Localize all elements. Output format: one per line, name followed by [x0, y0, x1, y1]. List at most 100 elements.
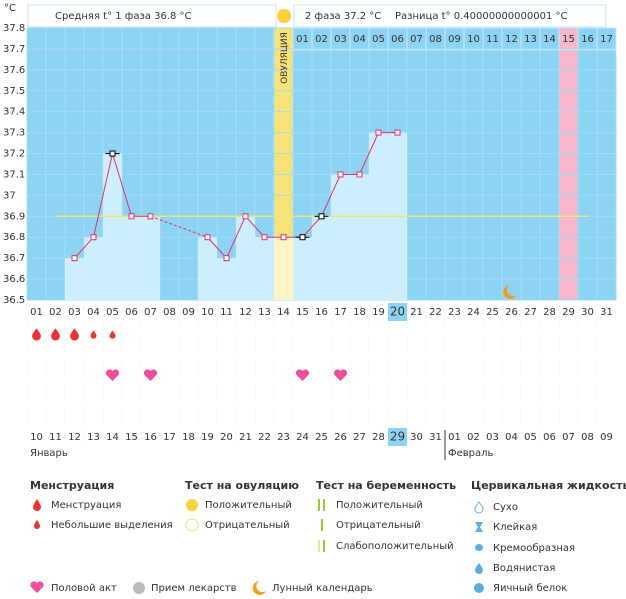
legend-item: Отрицательный: [336, 520, 421, 531]
phase2-day: 09: [448, 34, 461, 45]
x-tick-label: 07: [144, 307, 157, 318]
plot: 36.5 36.6 36.7 36.8 36.9 37 37.1 37.2 37.3 37.4 37…: [3, 23, 617, 460]
spotting-icon: [109, 330, 116, 339]
phase2-day: 03: [334, 34, 347, 45]
temperature-bar: [84, 237, 103, 300]
legend-item: Небольшие выделения: [51, 520, 173, 531]
highlight-column: [559, 28, 578, 300]
date-label: 12: [68, 432, 81, 443]
pt-icon: [321, 519, 323, 531]
x-tick-label: 01: [30, 307, 43, 318]
moon-icon: [503, 285, 517, 299]
menstruation-icon: [70, 328, 79, 341]
legend-item: Отрицательный: [205, 520, 290, 531]
temperature-point: [90, 234, 97, 241]
legend-title: Цервикальная жидкость: [471, 479, 626, 492]
spotting-icon: [90, 330, 97, 339]
legend-item: Сухо: [493, 502, 518, 513]
temperature-point: [147, 213, 154, 220]
date-label: 22: [258, 432, 271, 443]
date-label: 30: [410, 432, 423, 443]
x-tick-label: 03: [68, 307, 81, 318]
pt-icon: [318, 499, 320, 511]
pt-icon: [323, 499, 325, 511]
date-label: 31: [429, 432, 442, 443]
y-tick-label: 37: [3, 190, 16, 201]
legend-item: Клейкая: [493, 522, 537, 533]
legend-title: Тест на беременность: [316, 479, 456, 492]
y-tick-label: 37.1: [3, 169, 25, 180]
date-label: 09: [600, 432, 613, 443]
x-tick-label: 02: [49, 307, 62, 318]
temperature-point: [318, 213, 325, 220]
temperature-point: [242, 213, 249, 220]
temperature-point: [109, 150, 116, 157]
pill-icon: [133, 582, 145, 594]
x-tick-label: 16: [315, 307, 328, 318]
date-label: 13: [87, 432, 100, 443]
y-tick-label: 37.8: [3, 23, 25, 34]
y-tick-label: 36.5: [3, 295, 25, 306]
date-label: 06: [543, 432, 556, 443]
temperature-point: [280, 234, 287, 241]
date-label: 03: [486, 432, 499, 443]
today-box: [388, 303, 407, 321]
y-tick-label: 37.6: [3, 65, 25, 76]
x-tick-label: 20: [390, 305, 405, 319]
temperature-bar: [350, 174, 369, 300]
date-label: 14: [106, 432, 119, 443]
x-tick-label: 30: [581, 307, 594, 318]
temperature-bar: [198, 237, 217, 300]
menstruation-icon: [32, 328, 41, 341]
date-label: 05: [524, 432, 537, 443]
phase2-day: 13: [524, 34, 537, 45]
x-tick-label: 27: [524, 307, 537, 318]
month-label: Январь: [30, 448, 68, 459]
temperature-point: [71, 255, 78, 262]
date-label: 25: [315, 432, 328, 443]
date-label: 04: [505, 432, 518, 443]
date-label: 26: [334, 432, 347, 443]
temperature-point: [299, 234, 306, 241]
legend-item: Положительный: [336, 500, 423, 511]
phase2-day: 10: [467, 34, 480, 45]
x-tick-label: 05: [106, 307, 119, 318]
legend-title: Менструация: [30, 479, 114, 492]
moon-icon: [252, 581, 266, 595]
legend-item: Положительный: [205, 500, 292, 511]
temperature-bar: [331, 174, 350, 300]
intercourse-icon: [143, 369, 158, 381]
x-tick-label: 22: [429, 307, 442, 318]
date-label: 07: [562, 432, 575, 443]
legend-item: Кремообразная: [493, 543, 575, 554]
temperature-bar: [274, 237, 293, 300]
date-label: 17: [163, 432, 176, 443]
phase2-day: 11: [486, 34, 499, 45]
legend-item: Водянистая: [493, 563, 555, 574]
y-tick-label: 36.8: [3, 232, 25, 243]
temperature-point: [337, 171, 344, 178]
temperature-bar: [255, 237, 274, 300]
cf-icon: [475, 522, 483, 532]
temperature-point: [204, 234, 211, 241]
intercourse-icon: [333, 369, 348, 381]
temperature-bar: [293, 237, 312, 300]
ovulation-column: [274, 28, 293, 300]
y-tick-label: 37.4: [3, 107, 25, 118]
legend-item: Слабоположительный: [336, 541, 454, 552]
x-tick-label: 21: [410, 307, 423, 318]
x-tick-label: 19: [372, 307, 385, 318]
drop-icon: [33, 499, 41, 511]
date-label: 28: [372, 432, 385, 443]
phase2-day: 06: [391, 34, 404, 45]
date-label: 11: [49, 432, 62, 443]
legend-item: Лунный календарь: [272, 583, 373, 594]
gap-connector: [150, 215, 208, 238]
y-tick-label: 36.6: [3, 274, 25, 285]
x-tick-label: 09: [182, 307, 195, 318]
pt-icon: [318, 540, 320, 552]
x-tick-label: 17: [334, 307, 347, 318]
legend: Менструация Менструация Небольшие выделе…: [30, 479, 626, 595]
phase2-cell: [596, 27, 617, 51]
y-tick-label: 37.5: [3, 86, 25, 97]
